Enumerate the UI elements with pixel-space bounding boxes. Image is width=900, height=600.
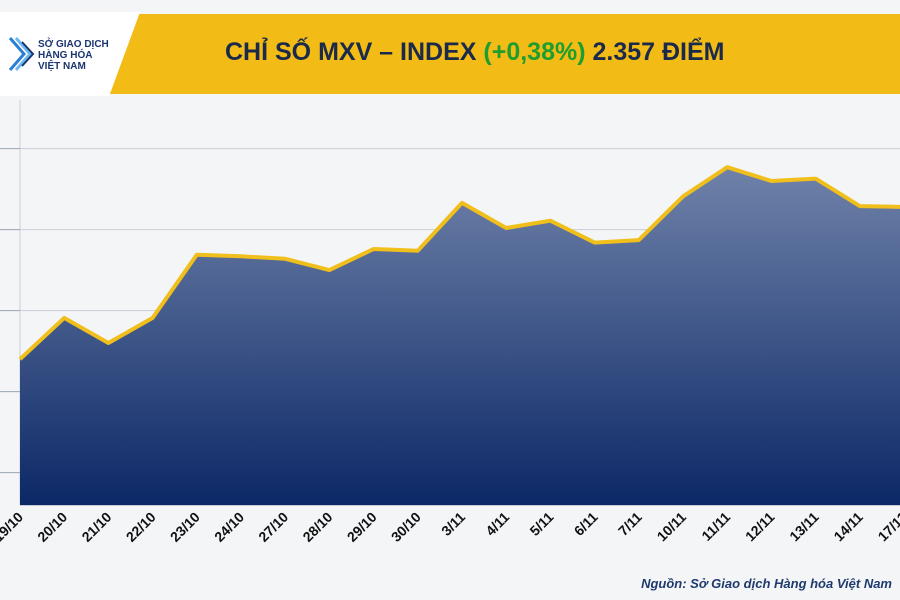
logo-chevron-icon — [8, 37, 35, 71]
source-note: Nguồn: Sở Giao dịch Hàng hóa Việt Nam — [641, 576, 892, 591]
title-prefix: CHỈ SỐ MXV – INDEX — [225, 38, 477, 66]
x-tick-label: 19/10 — [0, 509, 26, 545]
x-tick-label: 27/10 — [255, 509, 291, 545]
x-tick-label: 29/10 — [344, 509, 380, 545]
series-line — [18, 165, 900, 361]
x-tick-label: 17/11 — [875, 509, 900, 545]
x-tick-label: 23/10 — [167, 509, 203, 545]
header-banner: SỞ GIAO DỊCH HÀNG HÓA VIỆT NAM CHỈ SỐ MX… — [0, 12, 900, 96]
area-fill — [20, 167, 900, 505]
logo-line-2: HÀNG HÓA — [38, 50, 93, 61]
chart-title: CHỈ SỐ MXV – INDEX (+0,38%) 2.357 ĐIỂM — [225, 38, 725, 67]
x-tick-label: 21/10 — [78, 509, 114, 545]
logo-text: SỞ GIAO DỊCH HÀNG HÓA VIỆT NAM — [38, 39, 128, 72]
x-tick-label: 6/11 — [571, 509, 601, 539]
x-tick-label: 24/10 — [211, 509, 247, 545]
header-background — [0, 14, 900, 94]
title-change: (+0,38%) — [483, 38, 586, 66]
x-tick-label: 4/11 — [482, 509, 512, 539]
x-tick-label: 11/11 — [698, 509, 733, 544]
title-value: 2.357 ĐIỂM — [592, 38, 725, 66]
x-tick-label: 20/10 — [34, 509, 70, 545]
x-tick-label: 22/10 — [123, 509, 159, 545]
logo: SỞ GIAO DỊCH HÀNG HÓA VIỆT NAM — [0, 12, 140, 96]
x-tick-label: 28/10 — [299, 509, 335, 545]
x-tick-label: 13/11 — [786, 509, 822, 545]
x-tick-label: 30/10 — [388, 509, 424, 545]
logo-line-1: SỞ GIAO DỊCH — [38, 39, 109, 50]
x-tick-label: 3/11 — [438, 509, 468, 539]
x-tick-label: 12/11 — [742, 509, 778, 545]
x-tick-label: 5/11 — [526, 509, 556, 539]
x-tick-label: 14/11 — [830, 509, 866, 545]
x-tick-label: 7/11 — [615, 509, 645, 539]
x-tick-label: 10/11 — [654, 509, 690, 545]
logo-line-3: VIỆT NAM — [38, 61, 86, 72]
